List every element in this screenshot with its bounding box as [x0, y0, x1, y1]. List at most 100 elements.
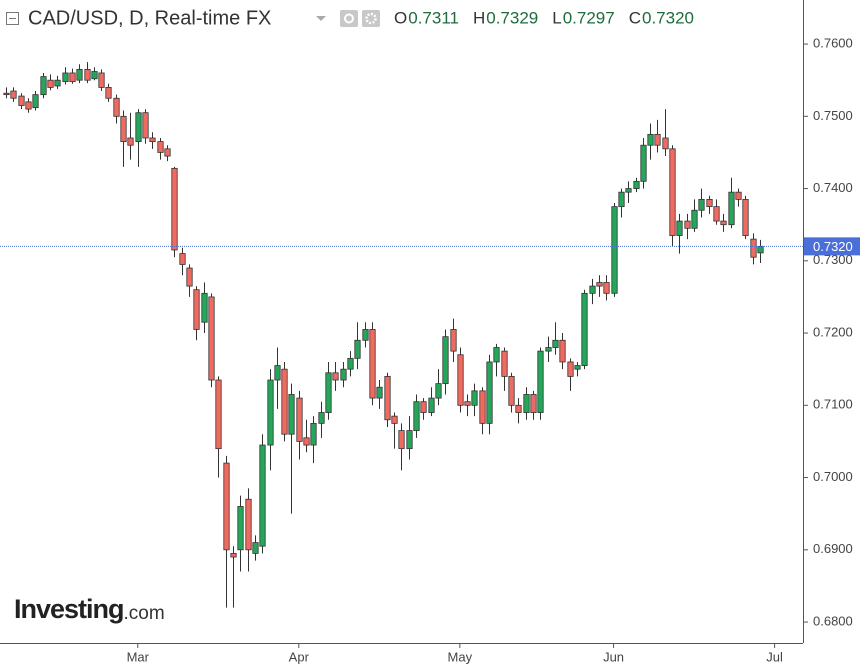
candle-body: [633, 180, 640, 189]
candle-body: [69, 72, 76, 83]
candle-body: [157, 141, 164, 153]
candle: [25, 98, 32, 113]
candle-body: [120, 115, 127, 143]
candle-body: [230, 553, 237, 558]
candle-body: [245, 498, 252, 551]
candle-body: [113, 97, 120, 117]
candle: [310, 416, 317, 464]
candle: [142, 109, 149, 144]
candle-body: [640, 144, 647, 182]
candle: [574, 361, 581, 377]
candle: [179, 247, 186, 276]
candle: [523, 387, 530, 420]
candle-body: [296, 397, 303, 442]
candle-body: [435, 383, 442, 399]
candle: [32, 91, 39, 111]
candle-body: [332, 372, 339, 381]
y-tick-label: 0.7500: [813, 108, 853, 123]
candle-body: [728, 191, 735, 226]
candle-body: [654, 133, 661, 146]
candle: [611, 203, 618, 297]
readout-value: 0.7320: [642, 8, 694, 27]
dropdown-caret[interactable]: [316, 16, 326, 21]
candle: [691, 199, 698, 232]
y-tick-label: 0.7300: [813, 252, 853, 267]
candle-body: [376, 386, 383, 399]
candle: [54, 75, 61, 89]
candle: [369, 322, 376, 406]
candle-body: [54, 79, 61, 87]
candle: [113, 94, 120, 124]
candle: [127, 112, 134, 160]
candle-body: [384, 376, 391, 421]
candle: [376, 380, 383, 409]
candle: [318, 401, 325, 438]
candle: [164, 145, 171, 162]
candle-body: [625, 188, 632, 193]
candle: [471, 383, 478, 417]
readout-key: C: [629, 8, 641, 27]
candle-body: [523, 394, 530, 413]
candle-body: [669, 148, 676, 236]
candle-body: [369, 329, 376, 399]
candle-body: [325, 372, 332, 413]
eye-icon[interactable]: [340, 10, 358, 27]
candle-body: [215, 379, 222, 450]
candle-body: [574, 365, 581, 370]
candle-body: [537, 350, 544, 413]
candle: [457, 347, 464, 413]
candle: [442, 329, 449, 395]
candle-body: [105, 87, 112, 99]
candle: [545, 336, 552, 362]
candle: [501, 347, 508, 391]
candle-body: [303, 437, 310, 446]
candle: [223, 455, 230, 608]
watermark: Investing .com: [14, 594, 165, 624]
candle-body: [186, 267, 193, 287]
candle-body: [171, 167, 178, 251]
y-tick-label: 0.6900: [813, 541, 853, 556]
candle-body: [40, 76, 47, 96]
candle-body: [720, 220, 727, 226]
candle: [252, 535, 259, 561]
candle: [654, 119, 661, 153]
candle: [450, 318, 457, 362]
candle-body: [164, 148, 171, 157]
candle-body: [647, 133, 654, 146]
candle-body: [347, 357, 354, 370]
candle-body: [596, 282, 603, 287]
candle-body: [442, 336, 449, 385]
candle: [515, 398, 522, 424]
candle: [684, 213, 691, 240]
candle: [193, 286, 200, 341]
candle: [706, 195, 713, 214]
candle: [508, 372, 515, 413]
candle-body: [354, 339, 361, 359]
settings-icon[interactable]: [362, 10, 380, 27]
chart-title: CAD/USD, D, Real-time FX: [28, 7, 271, 29]
candle: [157, 137, 164, 160]
candle: [750, 233, 757, 265]
x-tick-label: Jun: [603, 649, 624, 664]
candle: [171, 166, 178, 258]
candle-body: [515, 404, 522, 413]
candle-body: [47, 79, 54, 88]
candle: [464, 394, 471, 417]
candle: [486, 354, 493, 435]
candle-body: [91, 71, 98, 80]
candle: [296, 390, 303, 460]
candle-body: [567, 361, 574, 377]
candle-body: [84, 68, 91, 81]
y-tick-label: 0.7200: [813, 324, 853, 339]
candle: [259, 434, 266, 554]
candle: [135, 109, 142, 167]
candle: [208, 293, 215, 388]
candle-body: [479, 390, 486, 424]
candle: [698, 188, 705, 218]
y-tick-label: 0.7600: [813, 36, 853, 51]
candle-body: [457, 354, 464, 406]
candle: [84, 62, 91, 84]
candle: [340, 361, 347, 388]
candle: [3, 87, 10, 99]
